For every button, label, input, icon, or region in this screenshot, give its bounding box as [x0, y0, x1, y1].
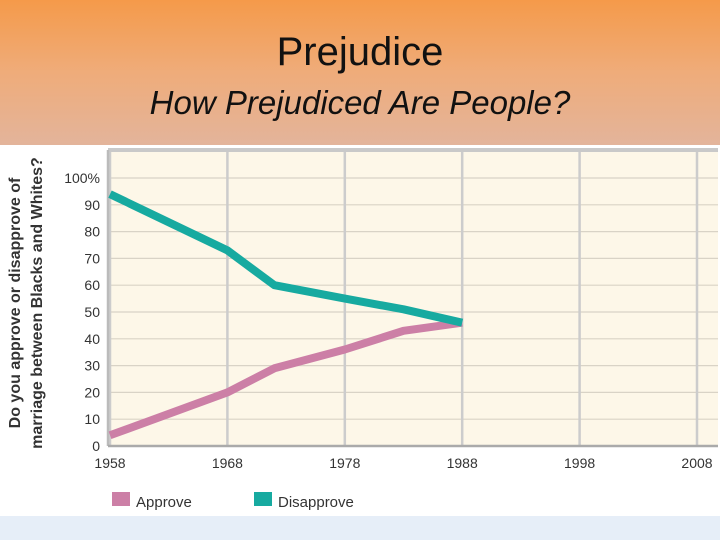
y-axis-label: Do you approve or disapprove of marriage …	[7, 157, 46, 449]
legend-swatch-approve	[112, 492, 130, 506]
x-tick-label: 1988	[447, 455, 478, 471]
y-tick-label: 100%	[64, 170, 100, 186]
y-tick-label: 10	[84, 411, 100, 427]
grid-lines	[108, 150, 718, 446]
series-line-disapprove	[108, 190, 464, 327]
title-banner	[0, 0, 720, 145]
legend-swatch-disapprove	[254, 492, 272, 506]
y-tick-label: 30	[84, 358, 100, 374]
legend: Approve Disapprove	[112, 492, 354, 511]
y-tick-label: 80	[84, 224, 100, 240]
x-tick-label: 1968	[212, 455, 243, 471]
y-tick-label: 50	[84, 304, 100, 320]
slide-title: Prejudice	[276, 30, 444, 74]
y-tick-label: 40	[84, 331, 100, 347]
y-tick-label: 90	[84, 197, 100, 213]
legend-label-approve: Approve	[136, 494, 192, 511]
series-line-approve	[108, 318, 463, 440]
slide-subtitle: How Prejudiced Are People?	[149, 84, 571, 121]
footer-band	[0, 516, 720, 540]
x-tick-label: 1998	[564, 455, 595, 471]
x-tick-label: 1978	[329, 455, 360, 471]
y-tick-label: 70	[84, 250, 100, 266]
y-tick-label: 0	[92, 438, 100, 454]
y-tick-label: 20	[84, 384, 100, 400]
y-tick-label: 60	[84, 277, 100, 293]
y-axis-label-line-2: marriage between Blacks and Whites?	[29, 157, 46, 449]
legend-label-disapprove: Disapprove	[278, 494, 354, 511]
x-tick-label: 1958	[94, 455, 125, 471]
axes	[106, 148, 718, 448]
y-axis-label-line-1: Do you approve or disapprove of	[7, 177, 24, 428]
x-tick-label: 2008	[681, 455, 712, 471]
series-lines	[108, 190, 464, 440]
